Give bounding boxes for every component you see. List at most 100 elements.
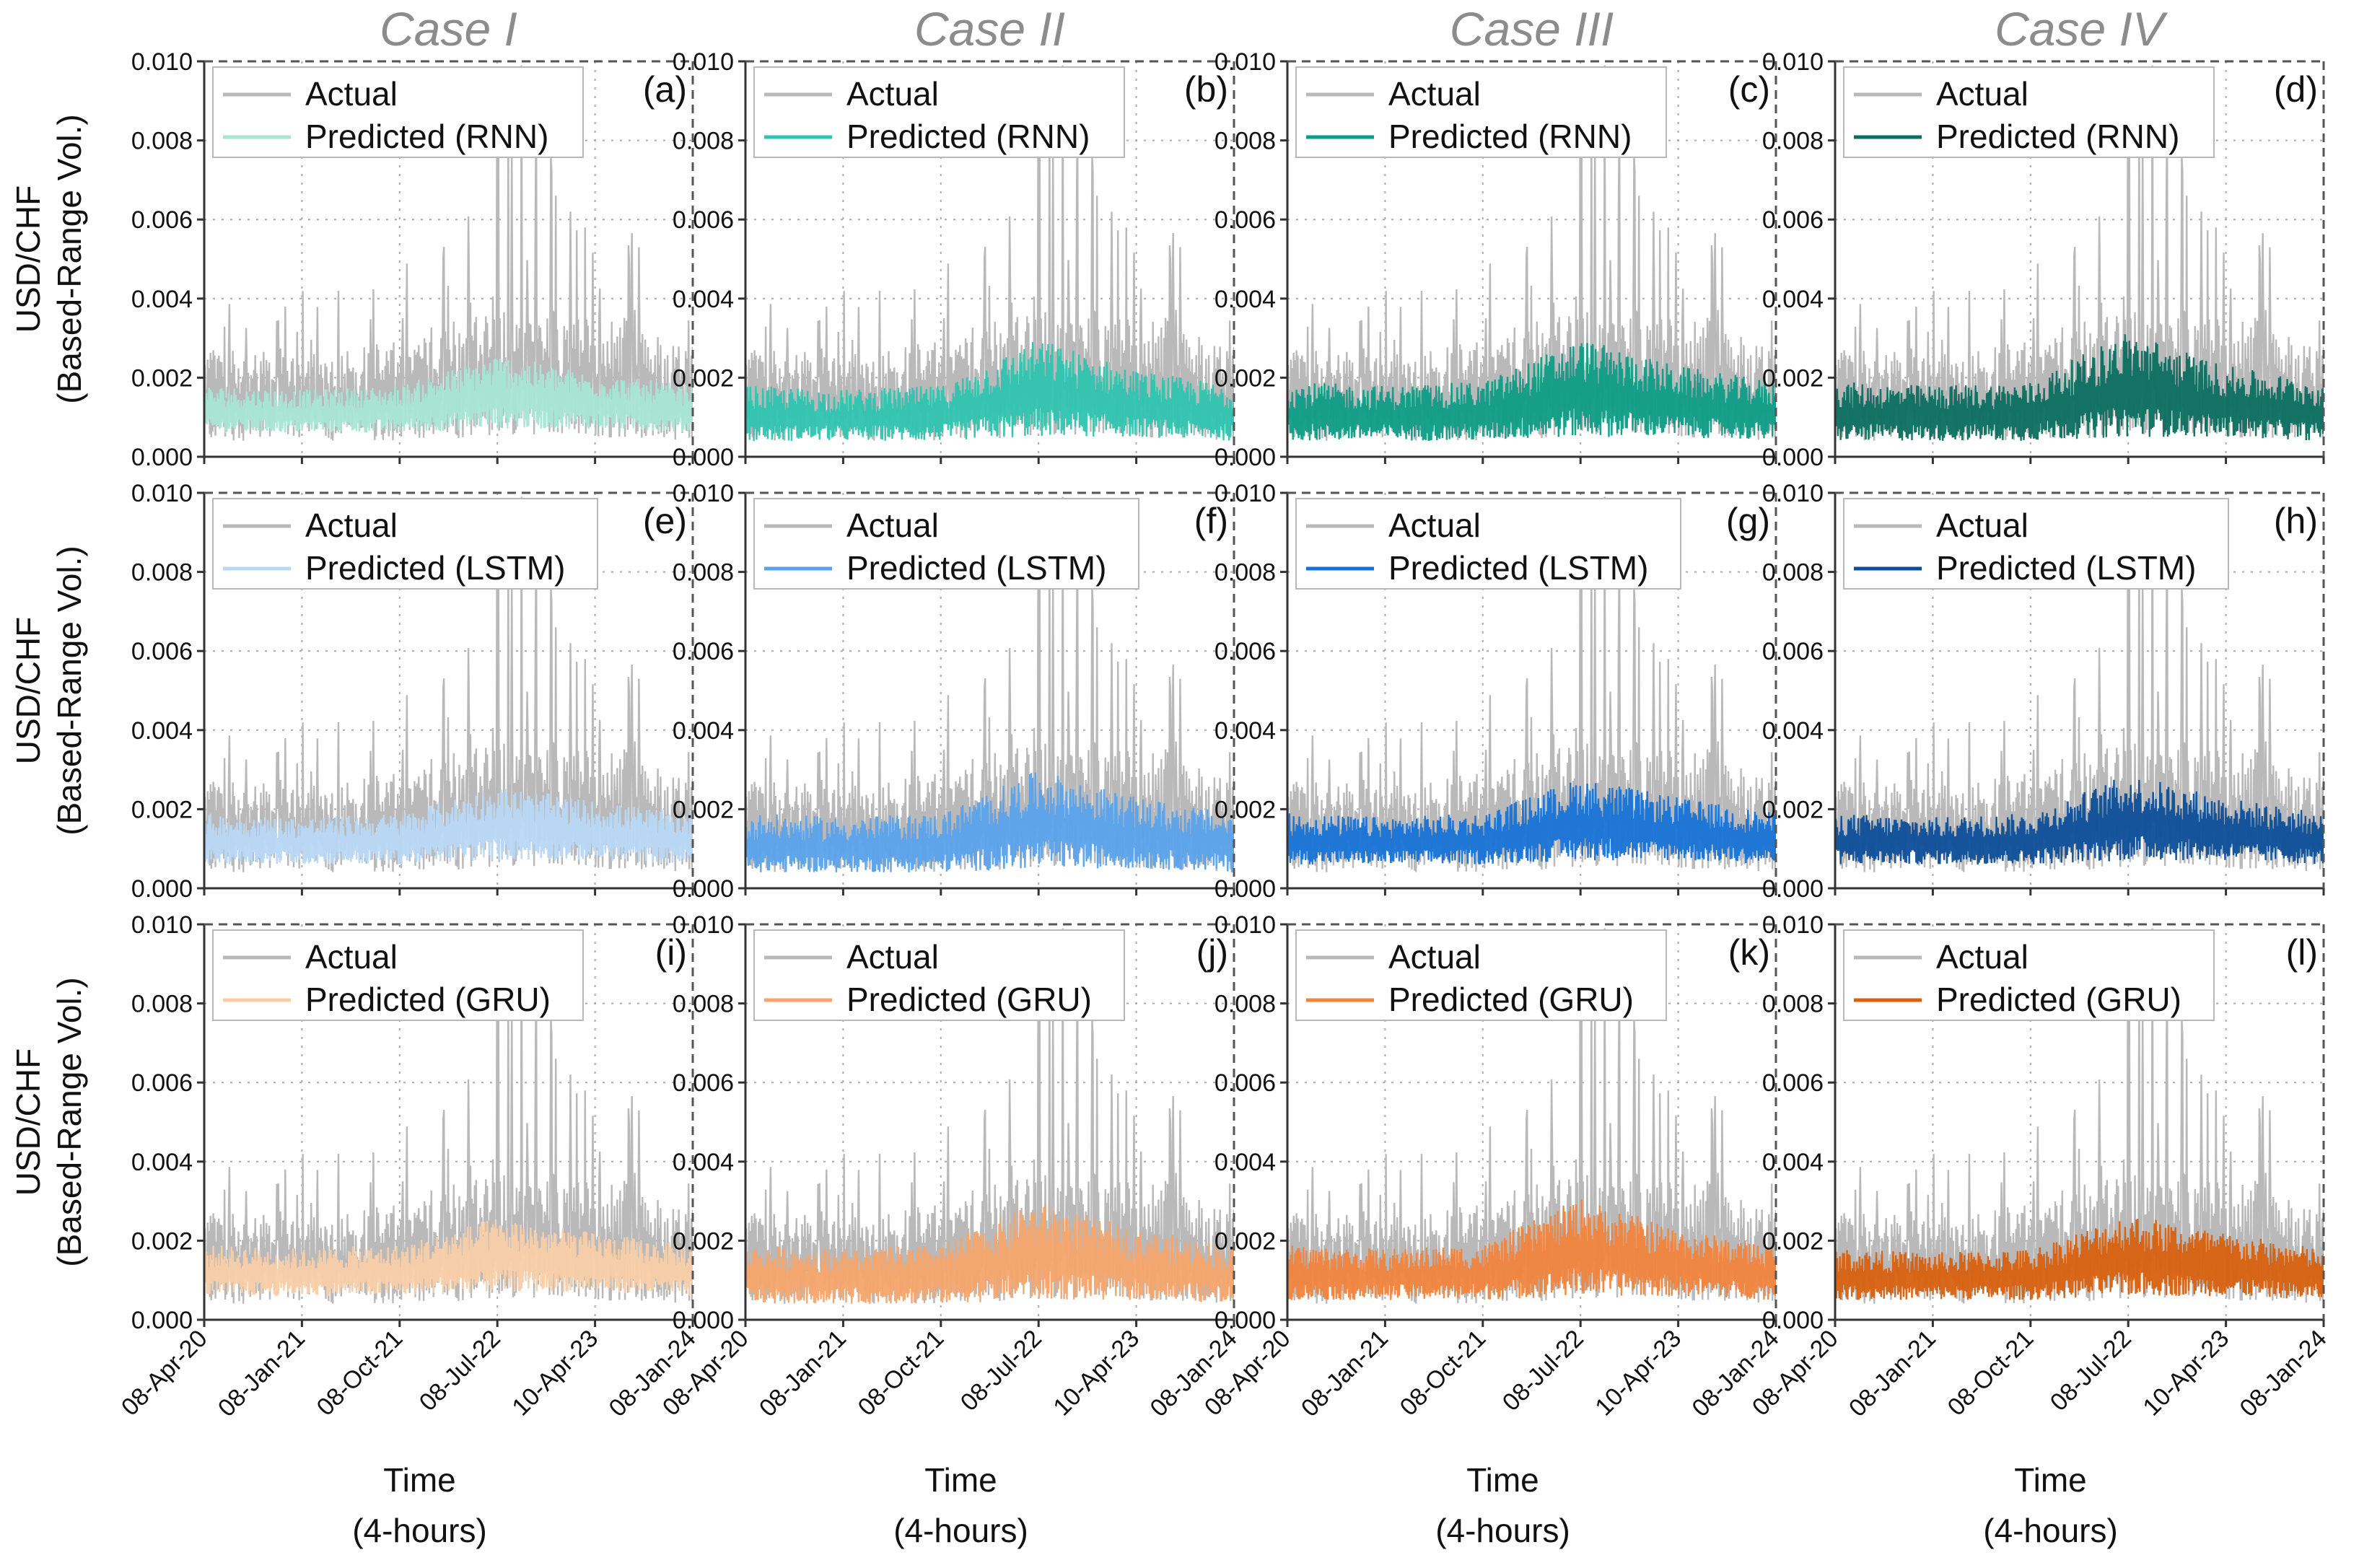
y-tick-label: 0.010 [131,480,193,507]
series [1835,928,2324,1304]
y-tick-label: 0.006 [673,1069,734,1097]
y-tick-label: 0.000 [1214,1307,1276,1334]
x-tick-label: 08-Jan-21 [754,1325,852,1422]
y-tick-label: 0.002 [131,364,193,392]
y-tick-label: 0.004 [1762,717,1824,745]
y-tick-label: 0.000 [673,875,734,903]
y-tick-label: 0.008 [131,559,193,587]
legend-label-predicted: Predicted (RNN) [1936,118,2179,155]
legend: Actual Predicted (RNN) [212,66,584,158]
panel-b: 0.000 0.002 0.004 0.006 0.008 0.010 Actual Pred… [673,48,1235,471]
x-axis-subtitle: (4-hours) [893,1512,1028,1549]
x-tick-label: 10-Apr-23 [1590,1325,1686,1422]
y-tick-label: 0.002 [673,796,734,823]
y-tick-label: 0.004 [1762,1149,1824,1176]
y-tick-label: 0.006 [131,638,193,665]
panel-letter: (k) [1728,932,1770,973]
series [204,65,693,441]
x-tick-label: 10-Apr-23 [507,1325,603,1422]
y-tick-label: 0.008 [673,991,734,1018]
y-tick-label: 0.002 [1214,364,1276,392]
predicted-series-line [1287,1199,1776,1300]
y-tick-label: 0.010 [673,480,734,507]
series [1287,928,1776,1304]
panel-letter: (j) [1196,932,1228,973]
y-tick-label: 0.000 [131,875,193,903]
y-tick-label: 0.008 [1762,559,1824,587]
y-tick-label: 0.010 [1762,48,1824,76]
y-tick-label: 0.006 [1214,206,1276,234]
series [1287,65,1776,442]
panel-letter: (h) [2274,501,2318,541]
predicted-series-line [745,772,1234,872]
predicted-series-line [745,341,1234,442]
y-axis-title: USD/CHF [9,185,47,333]
legend: Actual Predicted (GRU) [1843,929,2215,1021]
y-tick-label: 0.002 [1762,1227,1824,1255]
actual-series-line [745,928,1234,1304]
y-tick-label: 0.010 [673,48,734,76]
legend-label-actual: Actual [1936,75,2028,113]
y-tick-label: 0.008 [131,991,193,1018]
case-title-3: Case III [1450,2,1614,56]
x-tick-label: 08-Jul-22 [2045,1325,2137,1416]
x-tick-label: 08-Jul-22 [414,1325,506,1416]
x-tick-label: 10-Apr-23 [2137,1325,2234,1422]
predicted-series-line [204,1219,693,1297]
predicted-series-line [1835,334,2324,441]
legend-label-actual: Actual [305,938,398,976]
panel-letter: (e) [643,501,687,541]
series [1835,496,2324,872]
x-axis-subtitle: (4-hours) [1435,1512,1570,1549]
series [204,496,693,872]
legend-label-predicted: Predicted (RNN) [305,118,548,155]
legend: Actual Predicted (LSTM) [212,498,598,590]
panel-f: 0.000 0.002 0.004 0.006 0.008 0.010 Actual Pred… [673,480,1235,903]
x-axis-title: Time [924,1461,997,1499]
x-tick-label: 08-Jan-24 [2235,1325,2332,1422]
panel-d: 0.000 0.002 0.004 0.006 0.008 0.010 Actual Pred… [1762,48,2325,471]
legend-label-predicted: Predicted (LSTM) [305,549,565,587]
actual-series-line [745,65,1234,441]
x-tick-label: 10-Apr-23 [1048,1325,1145,1422]
x-axis-subtitle: (4-hours) [352,1512,487,1549]
panel-letter: (b) [1184,69,1228,110]
y-tick-label: 0.006 [1762,206,1824,234]
y-tick-label: 0.002 [131,1227,193,1255]
predicted-series-line [745,1204,1234,1305]
legend-box [1843,66,2215,158]
legend-label-predicted: Predicted (GRU) [846,981,1092,1018]
y-tick-label: 0.006 [1214,638,1276,665]
panel-letter: (g) [1726,501,1770,541]
legend-label-predicted: Predicted (LSTM) [846,549,1106,587]
y-axis-subtitle: (Based-Range Vol.) [51,977,88,1266]
x-axis-subtitle: (4-hours) [1983,1512,2118,1549]
legend-box [1295,498,1681,590]
panel-letter: (l) [2286,932,2318,973]
legend-box [212,929,584,1021]
y-tick-label: 0.000 [1214,875,1276,903]
legend-label-predicted: Predicted (GRU) [1388,981,1634,1018]
legend-box [1843,498,2229,590]
legend-label-actual: Actual [1936,938,2028,976]
x-axis-title: Time [2014,1461,2087,1499]
panel-c: 0.000 0.002 0.004 0.006 0.008 0.010 Actual Pred… [1214,48,1777,471]
legend: Actual Predicted (GRU) [1295,929,1667,1021]
panel-h: 0.000 0.002 0.004 0.006 0.008 0.010 Actual Pred… [1762,480,2325,903]
series [745,496,1234,872]
legend-label-predicted: Predicted (LSTM) [1936,549,2196,587]
panel-g: 0.000 0.002 0.004 0.006 0.008 0.010 Actual Pred… [1214,480,1777,903]
panel-letter: (c) [1728,69,1770,110]
legend-box [1843,929,2215,1021]
x-tick-label: 08-Jan-21 [213,1325,310,1422]
y-tick-label: 0.010 [1214,48,1276,76]
y-tick-label: 0.000 [1214,444,1276,471]
actual-series-line [204,65,693,441]
legend-box [212,498,598,590]
actual-series-line [1835,928,2324,1304]
legend-box [1295,66,1667,158]
y-tick-label: 0.004 [1214,1149,1276,1176]
y-tick-label: 0.010 [1214,911,1276,939]
case-title-4: Case IV [1995,2,2168,56]
